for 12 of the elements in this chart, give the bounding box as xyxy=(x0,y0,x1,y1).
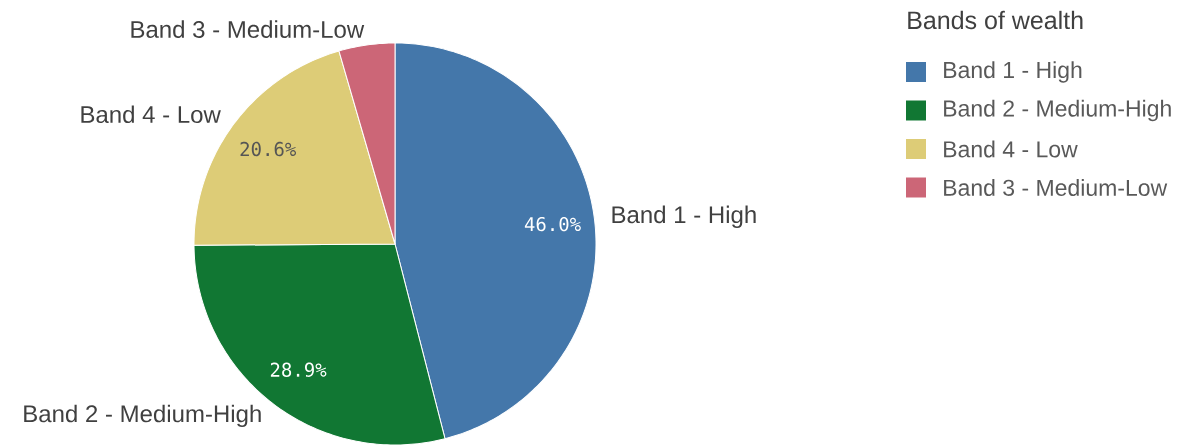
slice-label: Band 4 - Low xyxy=(81,105,221,124)
data-label: 28.9% xyxy=(270,362,327,377)
legend-label: Band 1 - High xyxy=(944,61,1082,83)
data-label: 46.0% xyxy=(524,216,581,232)
legend-title: Bands of wealth xyxy=(908,10,1083,30)
legend-label: Band 3 - Medium-Low xyxy=(944,179,1168,196)
slice-label: Band 3 - Medium-Low xyxy=(131,20,365,38)
data-label: 20.6% xyxy=(240,141,297,157)
slice-label: Band 2 - Medium-High xyxy=(24,404,261,428)
legend-label: Band 2 - Medium-High xyxy=(944,99,1171,122)
legend-label: Band 4 - Low xyxy=(944,140,1078,158)
slice-label: Band 1 - High xyxy=(612,205,756,228)
